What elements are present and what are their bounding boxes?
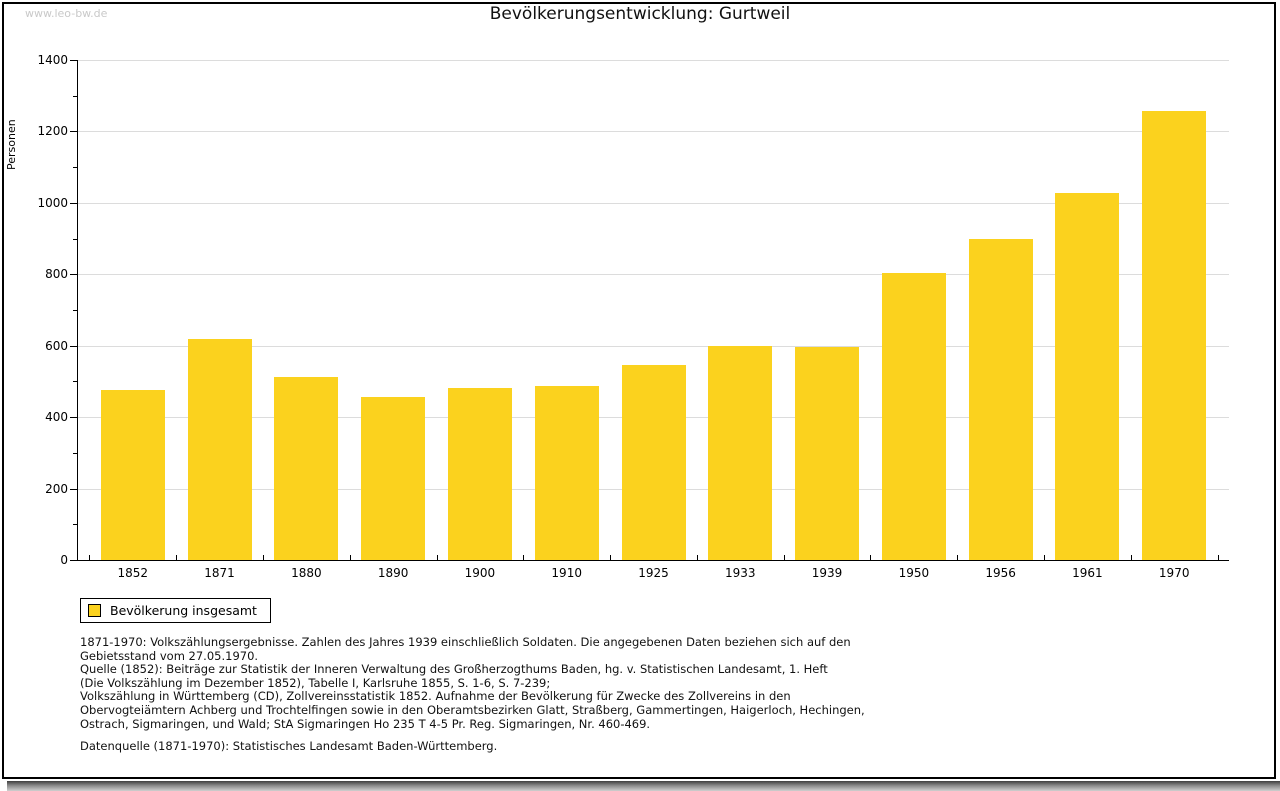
x-tick-label: 1939 [811,566,843,580]
x-tick-label: 1871 [204,566,235,580]
y-axis-major-tick [70,274,77,276]
y-axis-major-tick [70,560,77,561]
x-tick-label: 1950 [898,566,930,580]
x-axis-tick [1130,555,1132,560]
x-axis-tick [1044,555,1046,560]
x-axis-tick [262,555,264,560]
x-axis-tick [436,555,438,560]
y-tick-label: 1000 [37,195,68,210]
bar-1956 [968,239,1033,560]
bar-1852 [100,390,165,560]
y-tick-label: 200 [45,481,68,496]
x-axis-tick [696,555,698,560]
x-tick-label: 1970 [1158,566,1190,580]
y-tick-label: 1200 [37,124,68,139]
y-axis-minor-tick [73,238,77,240]
x-axis-tick [783,555,785,560]
y-axis-major-tick [70,131,77,133]
bar-1970 [1142,111,1207,560]
x-tick-label: 1910 [551,566,582,580]
y-axis-major-tick [70,60,77,61]
y-axis-major-tick [70,417,77,419]
x-tick-label: 1890 [377,566,409,580]
chart-title: Bevölkerungsentwicklung: Gurtweil [489,4,791,24]
y-tick-label: 800 [45,267,68,282]
footnote-block: 1871-1970: Volkszählungsergebnisse. Zahl… [80,635,865,731]
x-tick-label: 1852 [117,566,149,580]
legend-label: Bevölkerung insgesamt [110,603,257,618]
x-axis-tick [523,555,525,560]
y-grid-line [78,60,1229,61]
x-tick-label: 1880 [291,566,322,580]
bar-chart-plot-area: 0 200 400 600 800 1000 1200 1400 1852 1871 1880 189… [37,53,1229,580]
y-axis-major-tick [70,202,77,204]
legend-swatch [88,604,101,617]
y-tick-label: 600 [45,338,68,353]
y-axis-minor-tick [73,310,77,311]
x-axis-tick [349,555,351,560]
y-axis-major-tick [70,345,77,347]
bar-1890 [361,397,426,560]
y-tick-label: 0 [60,553,68,567]
datasource-line: Datenquelle (1871-1970): Statistisches L… [80,739,498,753]
x-axis-tick [870,555,872,560]
x-axis-tick [89,555,91,560]
x-tick-label: 1961 [1072,566,1103,580]
bar-1933 [708,346,773,560]
bar-1925 [621,365,686,560]
chart-legend: Bevölkerung insgesamt [80,598,271,623]
y-axis-major-tick [70,488,77,490]
y-grid-line [78,274,1229,276]
y-axis-minor-tick [73,167,77,169]
y-tick-label: 1400 [37,53,68,67]
x-axis-tick [1217,555,1219,560]
bar-1910 [534,386,599,560]
bar-1961 [1055,193,1120,560]
frame-shadow [7,781,1280,791]
x-tick-label: 1933 [725,566,756,580]
y-grid-line [78,202,1229,204]
y-axis-minor-tick [73,524,77,526]
bar-1950 [881,272,946,560]
watermark-url: www.leo-bw.de [25,7,108,20]
x-axis-tick [610,555,612,560]
bar-1900 [447,388,512,560]
y-axis-minor-tick [73,381,77,383]
y-axis-minor-tick [73,452,77,454]
bar-1939 [795,347,860,560]
x-tick-label: 1956 [985,566,1016,580]
x-tick-label: 1925 [638,566,669,580]
y-axis-title: Personen [5,119,18,170]
bar-1880 [274,377,339,560]
y-grid-line [78,131,1229,133]
y-axis-minor-tick [73,95,77,97]
x-axis-tick [957,555,959,560]
x-tick-label: 1900 [464,566,496,580]
bar-1871 [187,339,252,560]
y-grid-line [78,345,1229,347]
x-axis-tick [176,555,178,560]
y-tick-label: 400 [45,410,68,425]
